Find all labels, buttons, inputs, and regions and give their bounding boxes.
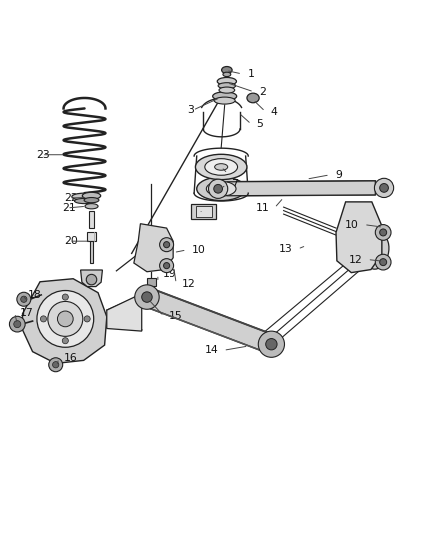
Polygon shape <box>81 270 102 287</box>
Ellipse shape <box>85 204 98 209</box>
Text: 3: 3 <box>187 105 194 115</box>
Text: 16: 16 <box>64 353 78 363</box>
Polygon shape <box>336 202 382 272</box>
Polygon shape <box>107 294 142 331</box>
Circle shape <box>40 316 46 322</box>
Circle shape <box>380 183 389 192</box>
Ellipse shape <box>223 72 231 77</box>
Text: 13: 13 <box>279 244 292 254</box>
Text: 14: 14 <box>205 345 218 356</box>
Ellipse shape <box>215 164 228 170</box>
Circle shape <box>37 290 94 348</box>
Ellipse shape <box>217 77 237 85</box>
Circle shape <box>62 294 68 300</box>
Text: 4: 4 <box>271 107 277 117</box>
Ellipse shape <box>206 181 236 196</box>
Ellipse shape <box>214 97 235 104</box>
Circle shape <box>48 302 83 336</box>
Text: 6: 6 <box>233 168 240 179</box>
Ellipse shape <box>82 192 101 199</box>
Polygon shape <box>134 224 173 272</box>
Ellipse shape <box>247 93 259 103</box>
Text: 8: 8 <box>204 208 211 218</box>
Ellipse shape <box>222 67 232 74</box>
Circle shape <box>135 285 159 309</box>
Text: 22: 22 <box>64 193 78 203</box>
Circle shape <box>57 311 73 327</box>
Text: 9: 9 <box>335 170 342 180</box>
Circle shape <box>266 338 277 350</box>
Circle shape <box>380 259 387 265</box>
Text: 12: 12 <box>181 279 195 288</box>
Text: 18: 18 <box>28 290 42 300</box>
Circle shape <box>49 358 63 372</box>
Circle shape <box>159 259 173 272</box>
Circle shape <box>380 229 387 236</box>
Circle shape <box>163 263 170 269</box>
Circle shape <box>214 184 223 193</box>
Text: 5: 5 <box>257 119 263 129</box>
Polygon shape <box>87 232 96 241</box>
Circle shape <box>17 292 31 306</box>
Ellipse shape <box>195 154 247 180</box>
Circle shape <box>375 224 391 240</box>
Polygon shape <box>196 206 212 217</box>
Text: 10: 10 <box>345 220 359 230</box>
Ellipse shape <box>219 87 235 93</box>
Polygon shape <box>147 278 155 286</box>
Text: 19: 19 <box>163 269 177 279</box>
Text: 21: 21 <box>62 203 76 213</box>
Text: 15: 15 <box>169 311 183 321</box>
Text: 2: 2 <box>259 87 266 97</box>
Ellipse shape <box>213 92 237 101</box>
Circle shape <box>159 238 173 252</box>
Text: 17: 17 <box>20 308 34 318</box>
Text: 20: 20 <box>64 236 78 246</box>
Circle shape <box>53 361 59 368</box>
Ellipse shape <box>205 159 237 175</box>
Circle shape <box>10 316 25 332</box>
Polygon shape <box>89 211 94 228</box>
Polygon shape <box>227 181 375 196</box>
Text: 11: 11 <box>255 203 269 213</box>
Polygon shape <box>90 241 93 263</box>
Circle shape <box>163 241 170 248</box>
Circle shape <box>142 292 152 302</box>
Circle shape <box>21 296 27 302</box>
Circle shape <box>208 179 228 198</box>
Polygon shape <box>22 279 107 364</box>
Ellipse shape <box>218 83 236 89</box>
Text: 10: 10 <box>192 245 206 255</box>
Ellipse shape <box>74 198 95 204</box>
Polygon shape <box>191 204 216 220</box>
Circle shape <box>374 179 394 198</box>
Circle shape <box>62 338 68 344</box>
Ellipse shape <box>84 198 99 203</box>
Ellipse shape <box>215 185 227 192</box>
Circle shape <box>258 331 285 357</box>
Text: 7: 7 <box>231 180 238 189</box>
Ellipse shape <box>366 235 389 269</box>
Polygon shape <box>144 288 275 353</box>
Ellipse shape <box>197 177 246 200</box>
Ellipse shape <box>72 193 97 200</box>
Text: 12: 12 <box>349 255 362 264</box>
Circle shape <box>375 254 391 270</box>
Text: 23: 23 <box>36 150 50 160</box>
Text: 1: 1 <box>247 69 254 79</box>
Circle shape <box>84 316 90 322</box>
Circle shape <box>86 274 97 285</box>
Circle shape <box>14 320 21 328</box>
